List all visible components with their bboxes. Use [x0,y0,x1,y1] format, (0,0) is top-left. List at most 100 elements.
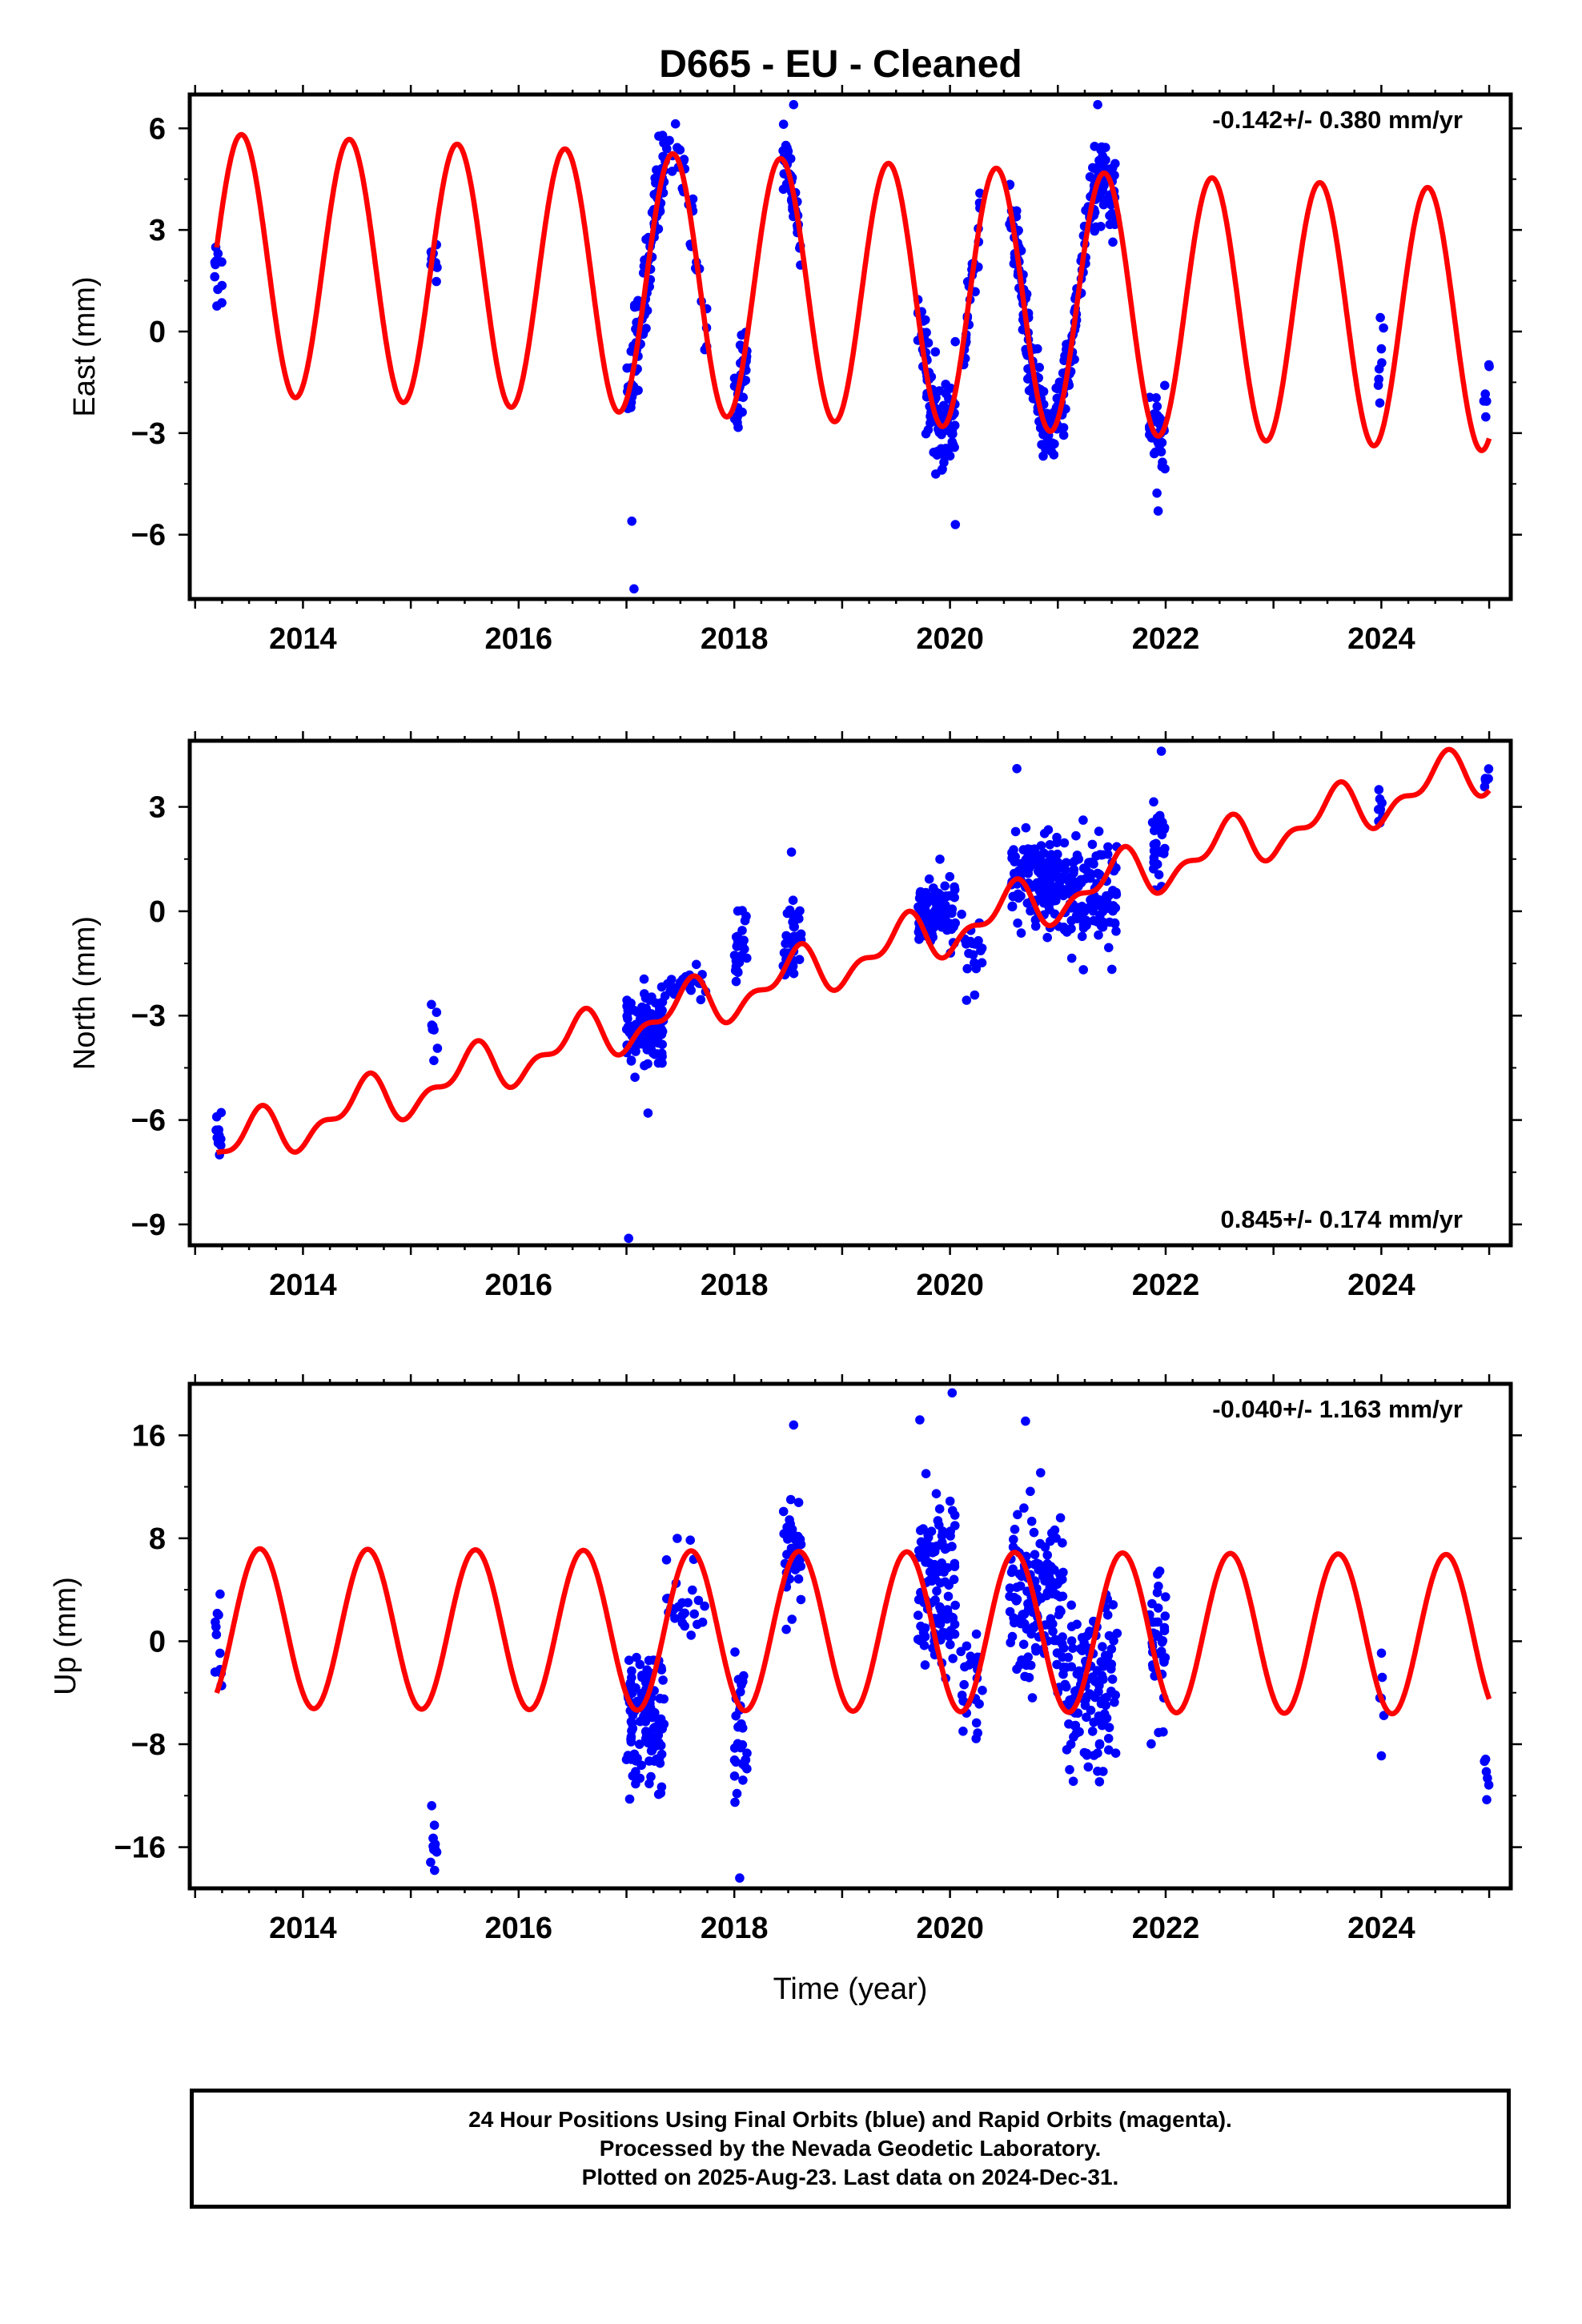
data-point [1051,895,1061,906]
data-point [1160,1611,1170,1621]
data-point [644,1708,654,1718]
data-point [921,1469,931,1478]
data-point [962,995,972,1005]
data-point [957,909,966,919]
panel-north: 2014 2016 2018 2020 2022 2024 3 0 −3 −6 −9 North (m… [68,731,1522,1302]
data-point [921,428,931,439]
y-tick-label: −6 [131,1104,166,1138]
data-point [1014,893,1023,903]
data-point [929,448,938,457]
data-point [1058,1643,1069,1653]
data-point [1056,1606,1066,1616]
data-point [1102,896,1112,906]
data-point [930,919,939,928]
data-point [656,1714,666,1724]
data-point [782,143,792,153]
data-point [947,1388,958,1398]
data-point [1152,489,1162,498]
data-point [1039,829,1050,838]
data-point [215,1589,225,1599]
data-point [1150,826,1159,835]
data-point [1480,389,1490,399]
data-point [1484,764,1494,774]
data-point [661,1555,672,1565]
data-point [1062,1745,1072,1755]
data-point [1108,1600,1118,1610]
data-point [950,1562,960,1571]
data-point [1049,408,1059,417]
data-point [1010,826,1021,837]
data-point [1066,879,1076,888]
data-point [1482,396,1492,406]
data-point [1094,930,1103,940]
data-point [428,1833,438,1844]
data-point [1070,856,1080,866]
data-point [960,1662,970,1672]
data-point [1158,818,1167,827]
data-point [941,380,950,389]
data-point [1005,1583,1015,1593]
data-point [915,1635,925,1646]
data-point [1089,1751,1099,1760]
data-point [635,1773,645,1783]
data-point [1074,911,1085,921]
data-point [935,1602,945,1612]
data-point [688,194,698,204]
data-point [627,1666,636,1676]
north-points [211,746,1494,1244]
data-point [629,584,639,594]
data-point [971,1734,981,1743]
data-point [1076,878,1086,888]
data-point [1379,323,1388,333]
data-point [926,910,936,920]
data-point [1154,439,1164,449]
data-point [1051,869,1061,879]
data-point [1110,1748,1121,1758]
data-point [432,1007,442,1017]
data-point [785,905,795,915]
x-tick-label: 2022 [1132,1269,1200,1302]
data-point [430,1865,440,1876]
data-point [693,1595,704,1606]
data-point [648,1048,658,1058]
data-point [1154,870,1164,880]
data-point [730,1797,740,1807]
data-point [1021,822,1031,833]
data-point [950,1600,960,1610]
data-point [1039,848,1049,858]
data-point [1033,344,1042,354]
data-point [427,999,436,1010]
data-point [940,1612,950,1622]
data-point [1153,1603,1163,1613]
data-point [1087,839,1098,850]
data-point [1065,1765,1074,1775]
data-point [778,119,789,129]
data-point [971,1718,982,1728]
y-tick-label: 0 [149,1625,166,1659]
data-point [643,1108,653,1118]
data-point [1102,1610,1113,1620]
data-point [1017,1571,1026,1582]
y-tick-label: 3 [149,791,166,825]
data-point [1029,1527,1039,1538]
data-point [737,1719,746,1729]
data-point [781,1624,791,1634]
data-point [941,1628,951,1638]
data-point [943,1591,954,1602]
data-point [662,143,672,154]
data-point [938,400,949,411]
up-points [210,1388,1494,1883]
data-point [730,1647,740,1657]
data-point [1083,1762,1094,1772]
data-point [1110,1697,1119,1707]
data-point [1022,899,1033,908]
data-point [1058,423,1069,432]
data-point [1377,1672,1387,1683]
data-point [1063,1652,1074,1663]
data-point [1110,1690,1120,1700]
data-point [1052,832,1062,842]
data-point [1086,869,1095,879]
data-point [950,1510,960,1520]
data-point [1375,794,1385,804]
